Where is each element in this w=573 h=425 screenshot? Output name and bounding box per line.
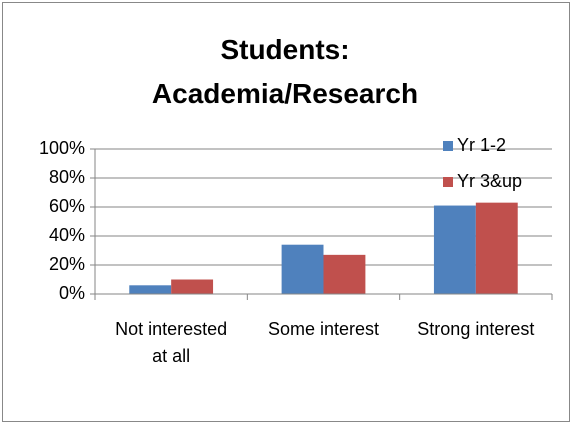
y-tick-label: 0% [59, 283, 85, 303]
bar [129, 285, 172, 294]
bar [323, 254, 366, 294]
y-tick-label: 100% [39, 138, 85, 158]
y-tick-label: 60% [49, 196, 85, 216]
bar [281, 244, 324, 294]
legend-swatch [443, 177, 453, 187]
bar [171, 279, 214, 294]
x-tick-label: Some interest [267, 319, 380, 339]
legend-swatch [443, 141, 453, 151]
chart-title: Students: Academia/Research [151, 34, 419, 109]
bar [475, 202, 518, 294]
y-tick-label: 40% [49, 225, 85, 245]
x-tick-label: Not interested at all [115, 319, 228, 366]
x-tick-label: Strong interest [417, 319, 535, 339]
legend-label: Yr 1-2 [457, 135, 506, 155]
legend-label: Yr 3&up [457, 171, 522, 191]
y-tick-label: 20% [49, 254, 85, 274]
bar [433, 205, 476, 294]
y-tick-label: 80% [49, 167, 85, 187]
